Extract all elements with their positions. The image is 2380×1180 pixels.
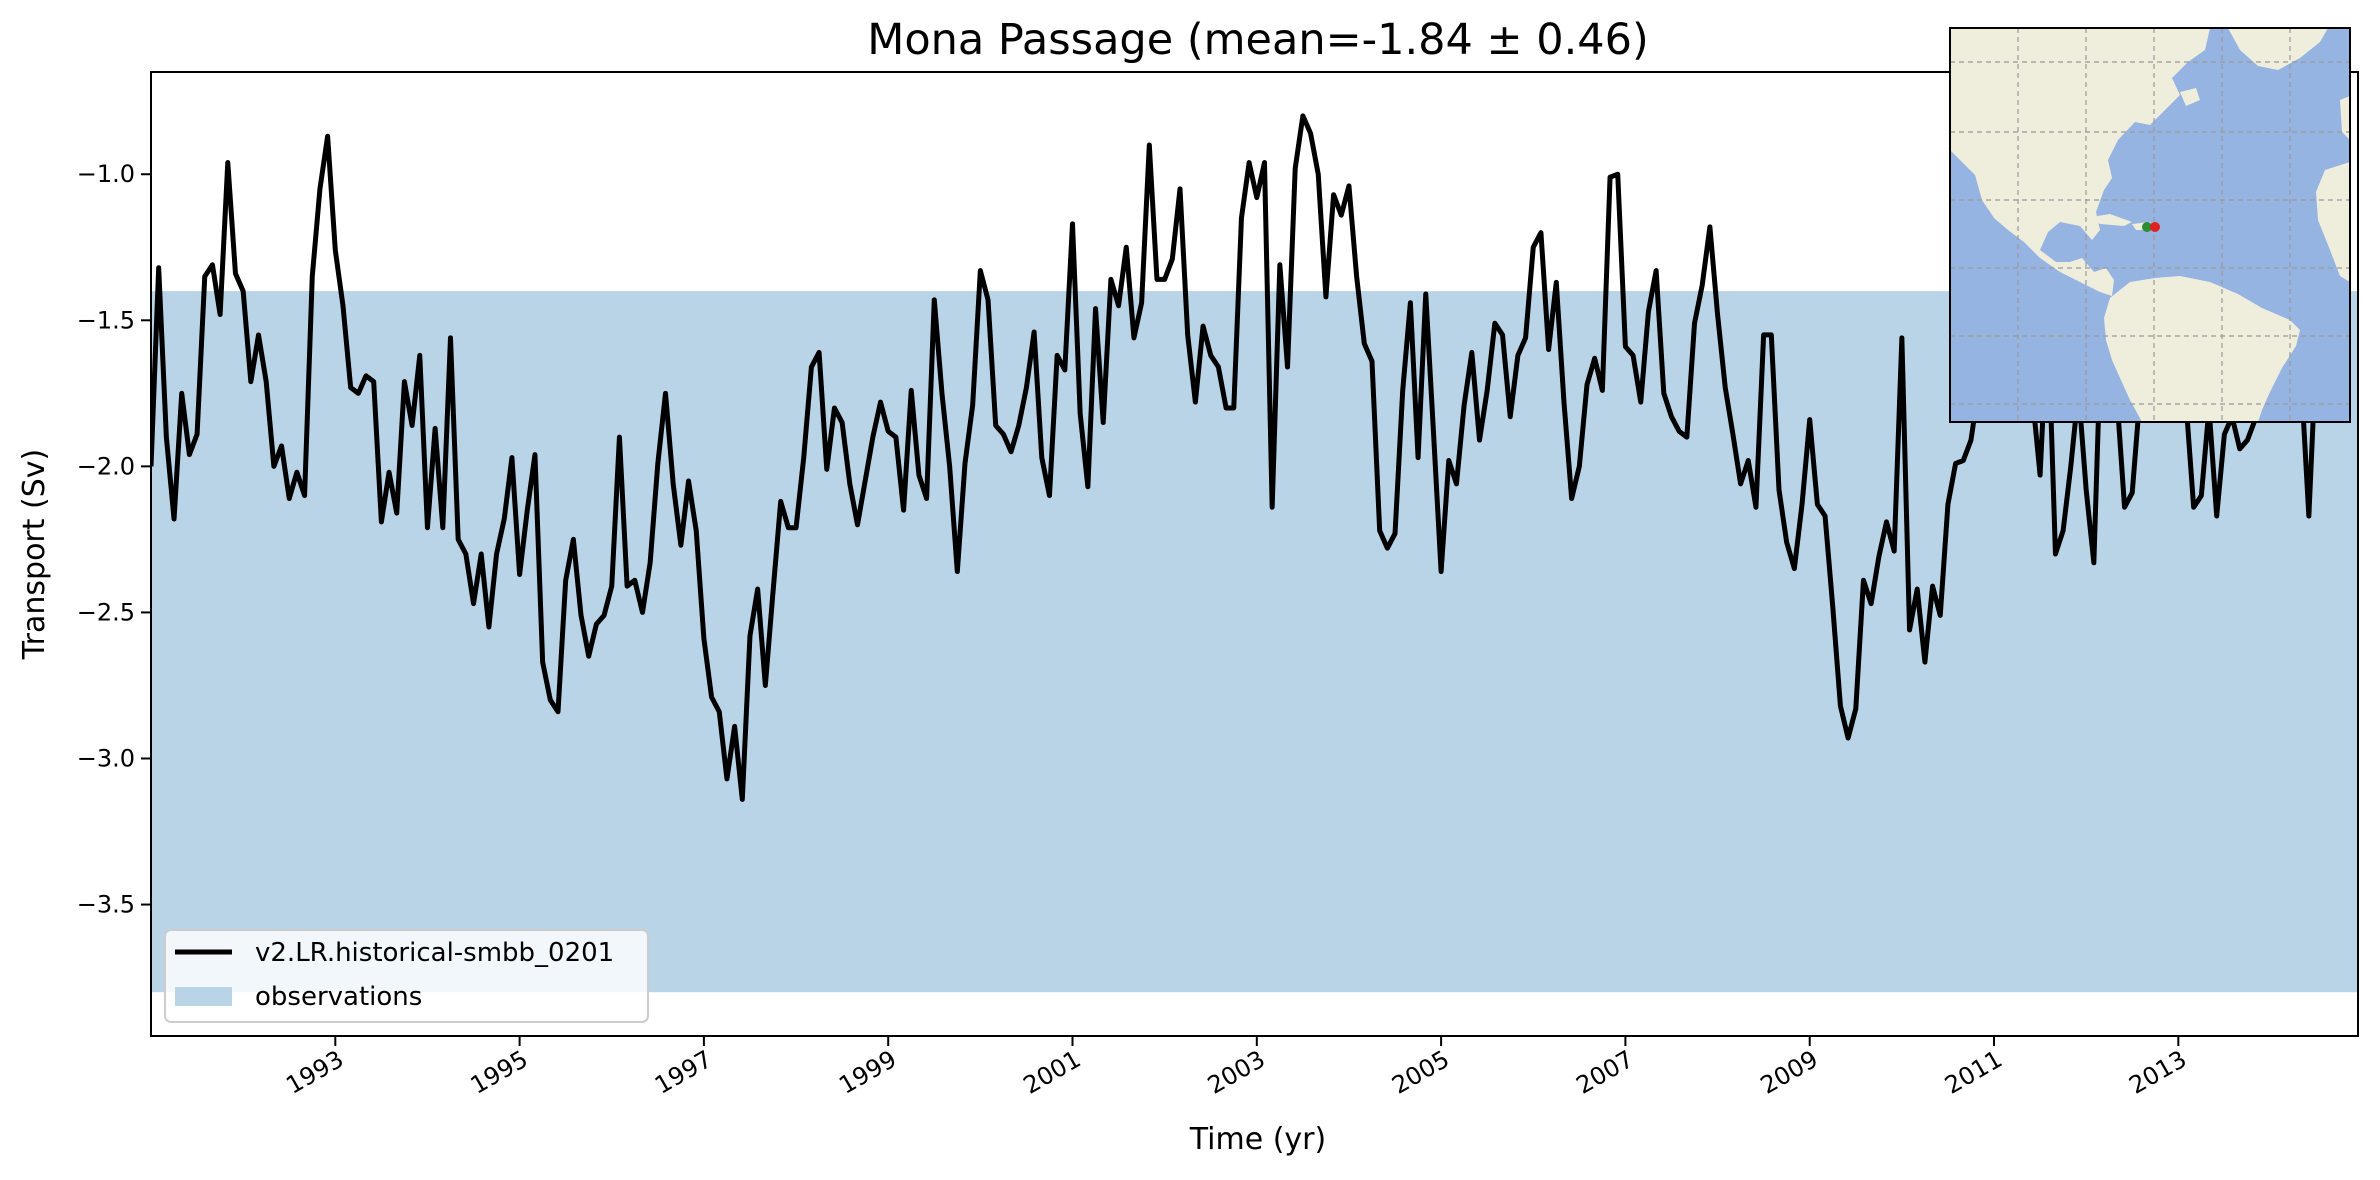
map-land-newfoundland [2180, 88, 2200, 106]
x-tick-label: 2013 [2124, 1045, 2191, 1100]
map-marker-red [2150, 222, 2160, 232]
x-tick-label: 2005 [1387, 1045, 1454, 1100]
y-axis: −3.5 −3.0 −2.5 −2.0 −1.5 −1.0 [77, 160, 151, 919]
x-tick-label: 2011 [1940, 1045, 2007, 1100]
x-tick-label: 2001 [1019, 1045, 1086, 1100]
map-markers [2142, 222, 2160, 232]
x-axis: 1993 1995 1997 1999 2001 2003 2005 2007 2009 2011… [281, 1036, 2191, 1100]
map-land-europe [2340, 96, 2350, 140]
x-tick-label: 2007 [1572, 1045, 1639, 1100]
legend-box [164, 929, 649, 1023]
map-land-cuba [2085, 214, 2132, 226]
map-land-africa [2316, 162, 2350, 282]
y-tick-label: −3.0 [77, 744, 135, 772]
map-land-south-america [2104, 276, 2300, 422]
map-marker-green [2142, 222, 2152, 232]
y-axis-label: Transport (Sv) [17, 449, 52, 661]
legend: v2.LR.historical-smbb_0201 observations [164, 929, 649, 1023]
inset-map [1949, 27, 2351, 423]
legend-label-observations: observations [255, 982, 422, 1012]
y-tick-label: −1.0 [77, 160, 135, 188]
inset-map-frame [1949, 27, 2351, 423]
map-land-greenland [2228, 28, 2328, 70]
chart-title: Mona Passage (mean=-1.84 ± 0.46) [867, 15, 1649, 65]
x-tick-label: 1995 [466, 1045, 533, 1100]
map-land-north-america [1950, 28, 2210, 296]
y-tick-label: −2.5 [77, 598, 135, 626]
x-tick-label: 2003 [1203, 1045, 1270, 1100]
x-tick-label: 2009 [1756, 1045, 1823, 1100]
y-tick-label: −3.5 [77, 891, 135, 919]
map-gridlines [1950, 28, 2350, 422]
x-tick-label: 1999 [834, 1045, 901, 1100]
axes-frame [150, 71, 2359, 1037]
y-tick-label: −2.0 [77, 452, 135, 480]
y-tick-label: −1.5 [77, 306, 135, 334]
series-line-v2lr [151, 113, 2335, 802]
legend-label-series: v2.LR.historical-smbb_0201 [255, 938, 614, 968]
x-tick-label: 1993 [281, 1045, 348, 1100]
x-axis-label: Time (yr) [1189, 1122, 1326, 1157]
legend-patch-swatch [175, 987, 232, 1006]
x-tick-label: 1997 [650, 1045, 717, 1100]
